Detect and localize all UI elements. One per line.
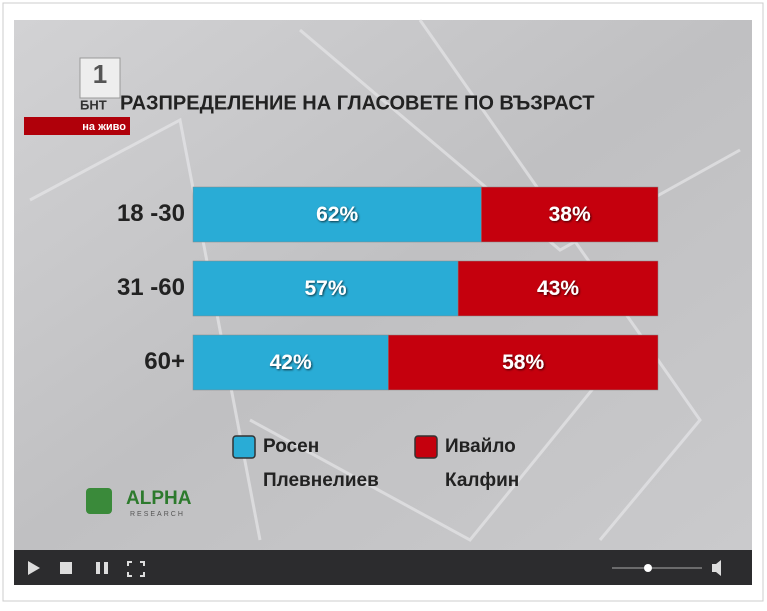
value-label: 42% — [270, 351, 312, 374]
pause-button[interactable] — [96, 562, 108, 574]
bar-segment — [192, 186, 482, 243]
play-button[interactable] — [28, 561, 40, 575]
value-label: 58% — [502, 351, 544, 374]
fullscreen-button[interactable] — [127, 561, 145, 577]
bar-segment — [388, 334, 659, 391]
category-label: 60+ — [144, 348, 185, 375]
background-lines — [29, 19, 741, 542]
source-logo — [86, 488, 112, 514]
bar-segment — [457, 260, 659, 317]
category-label: 18 -30 — [117, 200, 185, 227]
bar-segment — [192, 334, 389, 391]
bar-segment — [481, 186, 659, 243]
value-label: 43% — [537, 277, 579, 300]
volume-knob[interactable] — [644, 564, 652, 572]
legend-swatch — [232, 435, 256, 459]
source-subtitle: RESEARCH — [130, 511, 185, 518]
value-label: 57% — [305, 277, 347, 300]
value-label: 62% — [316, 203, 358, 226]
live-label: на живо — [82, 121, 126, 133]
chart-title: РАЗПРЕДЕЛЕНИЕ НА ГЛАСОВЕТЕ ПО ВЪЗРАСТ — [120, 92, 595, 114]
legend-label: Росен Плевнелиев — [263, 436, 379, 491]
legend-label: Ивайло Калфин — [445, 436, 520, 491]
live-banner — [24, 117, 130, 135]
legend-swatch — [414, 435, 438, 459]
channel-number: 1 — [93, 59, 107, 89]
chart: 18 -30 62% 38% 31 -60 57% 43% 60+ 42% 58% — [117, 186, 659, 459]
value-label: 38% — [549, 203, 591, 226]
category-label: 31 -60 — [117, 274, 185, 301]
channel-name: БНТ — [80, 97, 107, 112]
channel-logo — [79, 57, 121, 99]
source-name: ALPHA — [126, 488, 192, 509]
mute-button[interactable] — [712, 560, 721, 576]
stop-button[interactable] — [60, 562, 72, 574]
